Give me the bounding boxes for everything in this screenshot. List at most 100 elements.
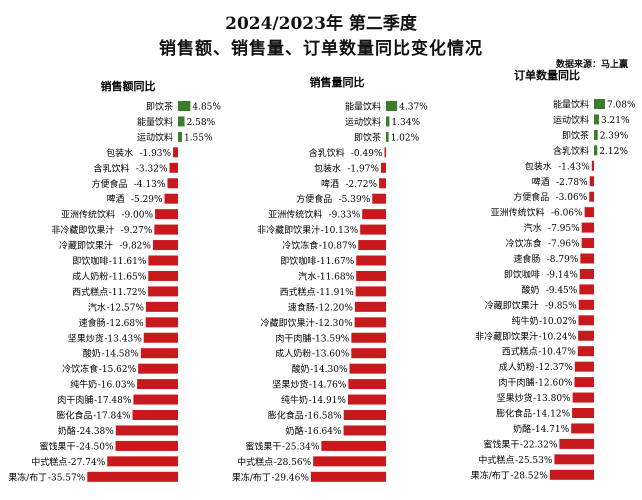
category-label: 即饮咖啡 [280, 255, 316, 267]
category-label: 速食肠 [79, 317, 106, 329]
data-label: -0.49% [351, 149, 383, 159]
category-label: 即饮咖啡 [504, 268, 540, 280]
category-label: 冷藏即饮果汁 [261, 317, 315, 329]
panel-title: 销售额同比 [101, 79, 156, 93]
category-label: 肉干肉脯 [57, 394, 93, 406]
category-label: 坚果炒货 [497, 392, 533, 404]
category-label: 包装水 [525, 160, 552, 172]
category-label: 啤酒 [106, 193, 124, 205]
data-label: -12.68% [106, 319, 144, 329]
data-label: -14.71% [532, 425, 570, 435]
data-label: -1.97% [347, 164, 379, 174]
data-label: -2.78% [556, 178, 588, 188]
category-label: 奶酪 [58, 425, 76, 437]
bar [310, 471, 386, 482]
category-label: 方便食品 [91, 178, 127, 190]
data-label: -5.29% [131, 195, 163, 205]
category-label: 亚洲传统饮料 [61, 209, 115, 221]
bar [178, 116, 185, 127]
bar [349, 363, 386, 374]
category-label: 成人奶粉 [499, 361, 535, 373]
data-label: -9.33% [329, 211, 361, 221]
data-label: -22.32% [520, 440, 558, 450]
data-label: 2.39% [600, 131, 629, 141]
bar [577, 346, 594, 357]
category-label: 纯牛奶 [70, 379, 97, 391]
data-label: -6.06% [551, 209, 583, 219]
category-label: 亚洲传统饮料 [491, 207, 545, 219]
bar [386, 116, 390, 127]
data-label: -13.80% [533, 394, 571, 404]
data-label: -29.46% [272, 473, 310, 483]
category-label: 酸奶 [83, 348, 101, 360]
category-label: 方便食品 [296, 193, 332, 205]
category-label: 能量饮料 [137, 116, 173, 128]
data-label: -9.14% [546, 270, 578, 280]
data-label: 1.34% [391, 118, 420, 128]
category-label: 西式糕点 [502, 346, 538, 358]
category-label: 果冻/布丁 [8, 471, 47, 483]
category-label: 能量饮料 [553, 99, 589, 111]
category-label: 速食肠 [513, 253, 540, 265]
bar [386, 101, 398, 111]
category-label: 非冷藏即饮果汁 [257, 224, 320, 236]
panel-title: 订单数量同比 [514, 68, 580, 82]
data-label: -25.53% [515, 456, 553, 466]
bar [579, 284, 594, 295]
bar [148, 255, 178, 266]
category-label: 即饮茶 [562, 129, 589, 141]
category-label: 坚果炒货 [272, 379, 308, 391]
bar [354, 301, 386, 312]
data-label: -24.38% [76, 427, 114, 437]
bar [148, 270, 178, 281]
bar [580, 253, 594, 264]
category-label: 啤酒 [321, 178, 339, 190]
category-label: 含乳饮料 [309, 147, 345, 159]
category-label: 蜜饯果干 [40, 440, 76, 452]
category-label: 纯牛奶 [511, 315, 538, 327]
bar [384, 147, 386, 158]
bar [321, 440, 386, 451]
data-label: -12.37% [535, 363, 573, 373]
bar [362, 209, 386, 220]
bar [578, 330, 594, 341]
bar [145, 301, 178, 312]
category-label: 酸奶 [521, 284, 539, 296]
data-label: -25.34% [282, 442, 320, 452]
data-label: -10.13% [321, 226, 359, 236]
data-source: 数据来源：马上赢 [555, 60, 628, 70]
category-label: 冷饮冻食 [62, 363, 98, 375]
data-label: -15.62% [99, 365, 137, 375]
data-label: -11.91% [316, 288, 354, 298]
category-label: 能量饮料 [345, 101, 381, 113]
bar [313, 456, 386, 467]
data-label: 7.08% [607, 101, 636, 111]
data-label: -17.48% [94, 396, 132, 406]
data-label: 2.12% [599, 147, 628, 157]
bar [138, 363, 178, 374]
bar [167, 178, 178, 189]
bar [579, 268, 594, 279]
bar [137, 379, 178, 390]
data-label: -11.61% [109, 257, 147, 267]
category-label: 非冷藏即饮果汁 [51, 224, 114, 236]
bar [581, 222, 594, 233]
bar [173, 147, 178, 158]
category-label: 蜜饯果干 [245, 440, 281, 452]
data-label: -16.58% [304, 412, 342, 422]
bar [360, 224, 386, 235]
category-label: 肉干肉脯 [275, 332, 311, 344]
data-label: -1.43% [558, 162, 590, 172]
data-label: -12.60% [535, 379, 573, 389]
bar [154, 224, 178, 235]
bar [574, 361, 594, 372]
data-label: -11.72% [109, 288, 147, 298]
data-label: -9.85% [545, 301, 577, 311]
bar [148, 286, 178, 297]
data-label: -7.96% [548, 240, 580, 250]
category-label: 汽水 [298, 270, 316, 282]
category-label: 蜜饯果干 [483, 438, 519, 450]
data-label: -14.12% [533, 410, 571, 420]
bar [133, 394, 178, 405]
bar [358, 240, 386, 251]
